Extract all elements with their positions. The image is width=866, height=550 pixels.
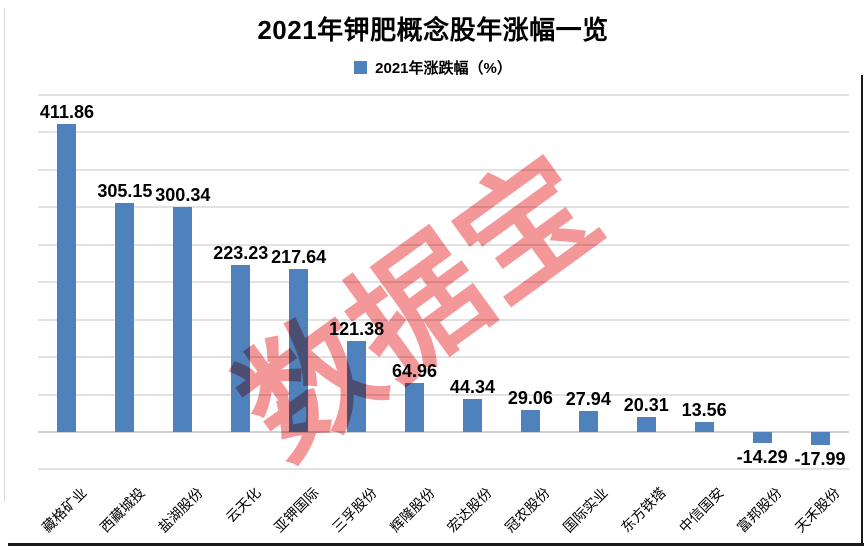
gridline	[38, 393, 849, 396]
gridline	[38, 94, 849, 96]
value-label: 305.15	[97, 181, 153, 202]
gridline	[38, 281, 849, 284]
category-label: 西藏城投	[96, 484, 148, 536]
category-label: 国际实业	[560, 484, 612, 536]
bar	[57, 123, 77, 432]
bar	[578, 411, 598, 432]
bar	[752, 432, 772, 443]
category-label: 亚钾国际	[270, 484, 322, 536]
gridline	[38, 168, 849, 171]
category-label: 宏达股份	[444, 484, 496, 536]
bar	[810, 432, 830, 446]
bar	[462, 398, 482, 432]
category-label: 辉隆股份	[386, 484, 438, 536]
gridline-zero	[38, 431, 849, 433]
legend: 2021年涨跌幅（%）	[0, 57, 866, 78]
bar	[405, 383, 425, 432]
value-label: 27.94	[565, 389, 611, 410]
bottom-border-line	[8, 543, 864, 546]
category-label: 富邦股份	[733, 484, 785, 536]
value-label: 411.86	[39, 101, 94, 122]
value-label: 13.56	[681, 399, 727, 420]
value-label: 121.38	[329, 319, 385, 340]
category-label: 云天化	[222, 484, 264, 526]
right-border-line	[861, 75, 863, 546]
legend-label: 2021年涨跌幅（%）	[375, 60, 512, 77]
gridline	[38, 356, 849, 359]
category-label: 中信国安	[676, 484, 727, 536]
value-label: 217.64	[271, 247, 327, 267]
legend-swatch-icon	[354, 61, 368, 74]
bar	[694, 421, 714, 432]
left-border-line	[4, 8, 5, 502]
gridline	[38, 468, 849, 471]
gridline	[38, 206, 849, 209]
bar	[520, 410, 540, 432]
category-label: 东方铁塔	[618, 484, 669, 536]
bar	[636, 416, 656, 432]
gridline	[38, 131, 849, 134]
value-label: -14.29	[736, 446, 788, 467]
bar	[231, 264, 251, 432]
bar	[115, 203, 135, 432]
value-label: 44.34	[449, 376, 495, 397]
value-label: 20.31	[623, 394, 669, 415]
category-label: 盐湖股份	[154, 484, 206, 536]
category-label: 藏格矿业	[38, 484, 90, 536]
bar	[173, 207, 193, 432]
bar	[347, 341, 367, 432]
gridline	[38, 243, 849, 246]
value-label: 64.96	[392, 361, 438, 382]
category-label: 三孚股份	[328, 484, 380, 536]
value-label: 223.23	[213, 242, 269, 263]
gridline	[38, 318, 849, 321]
value-label: 29.06	[507, 388, 553, 409]
value-label: -17.99	[794, 449, 846, 470]
bar	[289, 269, 309, 432]
value-label: 300.34	[155, 185, 211, 206]
chart-title: 2021年钾肥概念股年涨幅一览	[257, 15, 609, 45]
category-label: 冠农股份	[502, 484, 554, 536]
category-label: 天禾股份	[791, 484, 843, 536]
